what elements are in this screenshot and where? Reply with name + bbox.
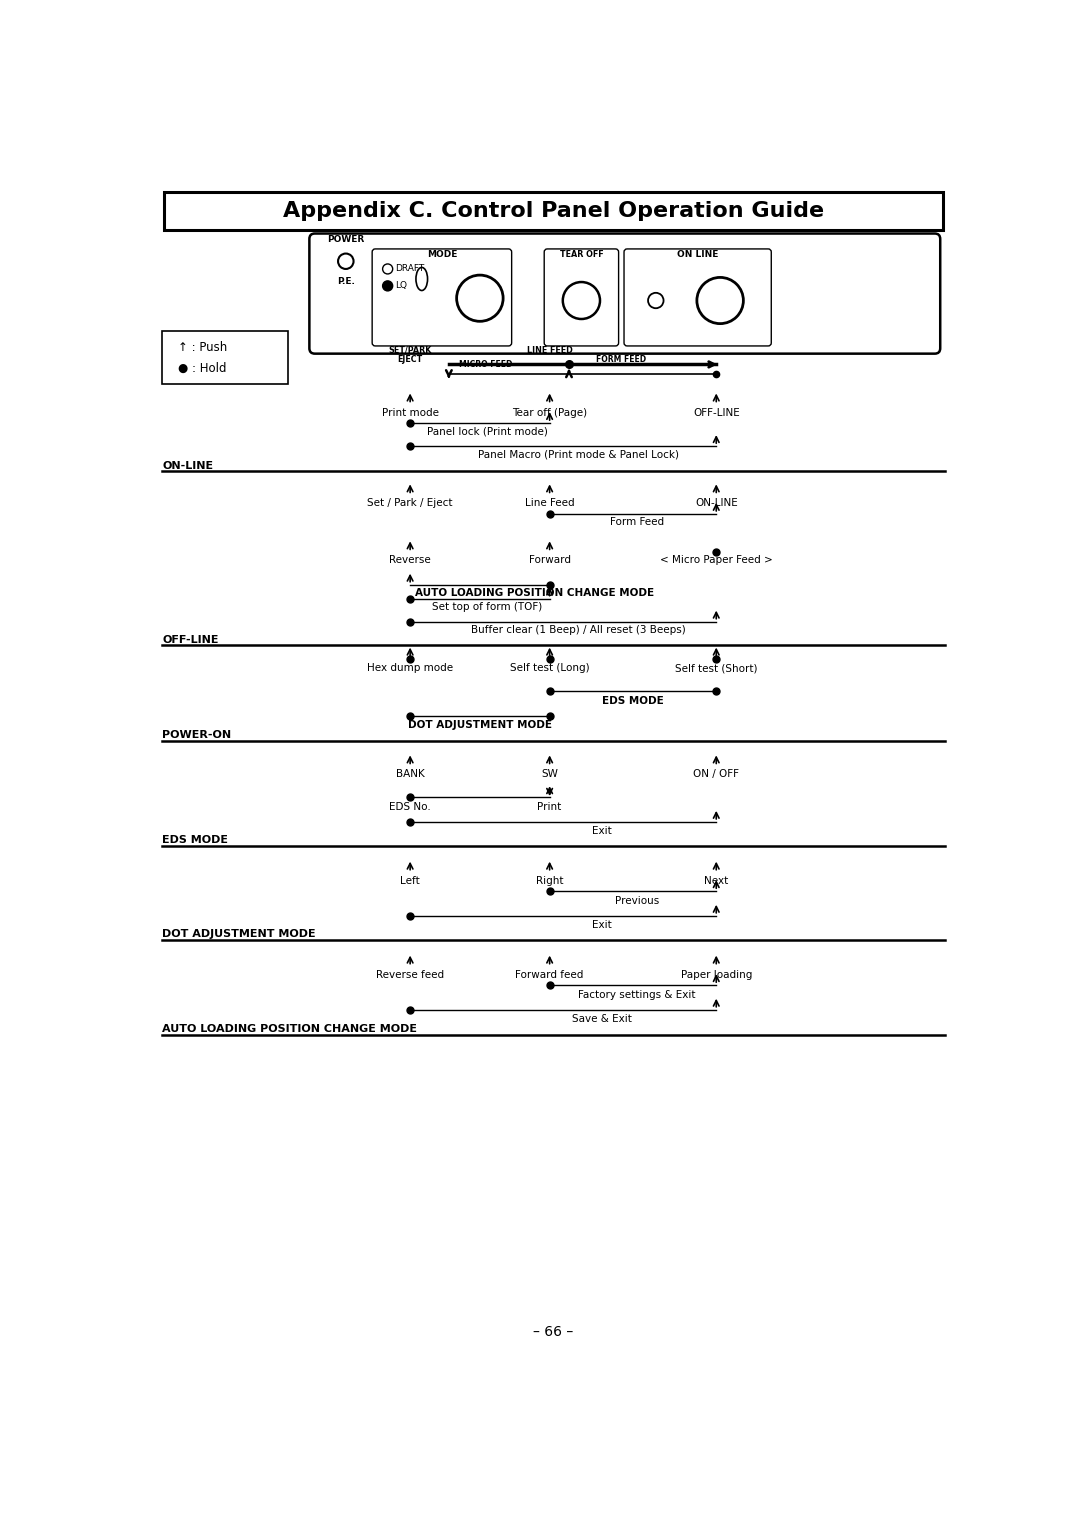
- Text: Factory settings & Exit: Factory settings & Exit: [578, 989, 696, 1000]
- Text: DRAFT: DRAFT: [395, 265, 424, 274]
- Text: TEAR OFF: TEAR OFF: [559, 251, 604, 260]
- Text: < Micro Paper Feed >: < Micro Paper Feed >: [660, 555, 772, 566]
- Text: Print: Print: [538, 801, 562, 812]
- Bar: [162, 330, 287, 384]
- Text: Exit: Exit: [592, 920, 611, 930]
- Text: MICRO FEED: MICRO FEED: [459, 359, 512, 368]
- Text: POWER-ON: POWER-ON: [162, 731, 231, 740]
- Text: Set / Park / Eject: Set / Park / Eject: [367, 498, 453, 509]
- Text: Previous: Previous: [615, 896, 659, 905]
- Text: Reverse: Reverse: [389, 555, 431, 566]
- Text: DOT ADJUSTMENT MODE: DOT ADJUSTMENT MODE: [408, 720, 552, 731]
- Text: ON LINE: ON LINE: [677, 251, 718, 260]
- Text: OFF-LINE: OFF-LINE: [693, 408, 740, 417]
- Text: Line Feed: Line Feed: [525, 498, 575, 509]
- Text: POWER: POWER: [327, 235, 364, 245]
- Text: Tear off (Page): Tear off (Page): [512, 408, 588, 417]
- Text: Forward feed: Forward feed: [515, 969, 584, 980]
- Text: MODE: MODE: [427, 251, 457, 260]
- Text: Self test (Long): Self test (Long): [510, 664, 590, 673]
- Text: EDS No.: EDS No.: [389, 801, 431, 812]
- Text: Panel Macro (Print mode & Panel Lock): Panel Macro (Print mode & Panel Lock): [478, 450, 679, 459]
- Text: LQ: LQ: [395, 281, 407, 291]
- Text: ON-LINE: ON-LINE: [162, 460, 213, 471]
- Text: Exit: Exit: [592, 827, 611, 836]
- Text: EDS MODE: EDS MODE: [602, 696, 664, 705]
- Text: Right: Right: [536, 876, 564, 885]
- Text: EDS MODE: EDS MODE: [162, 835, 228, 846]
- Text: FORM FEED: FORM FEED: [596, 355, 646, 364]
- Text: DOT ADJUSTMENT MODE: DOT ADJUSTMENT MODE: [162, 928, 315, 939]
- Text: Reverse feed: Reverse feed: [376, 969, 444, 980]
- Text: Appendix C. Control Panel Operation Guide: Appendix C. Control Panel Operation Guid…: [283, 202, 824, 222]
- Text: SET/PARK: SET/PARK: [389, 346, 432, 355]
- Text: Self test (Short): Self test (Short): [675, 664, 757, 673]
- Text: Set top of form (TOF): Set top of form (TOF): [432, 601, 543, 612]
- Text: Hex dump mode: Hex dump mode: [367, 664, 454, 673]
- Text: AUTO LOADING POSITION CHANGE MODE: AUTO LOADING POSITION CHANGE MODE: [162, 1024, 417, 1034]
- Text: Buffer clear (1 Beep) / All reset (3 Beeps): Buffer clear (1 Beep) / All reset (3 Bee…: [471, 625, 686, 635]
- Text: Left: Left: [401, 876, 420, 885]
- Text: Next: Next: [704, 876, 728, 885]
- Text: OFF-LINE: OFF-LINE: [162, 635, 218, 645]
- FancyBboxPatch shape: [309, 234, 941, 353]
- Text: Form Feed: Form Feed: [610, 517, 664, 528]
- Text: – 66 –: – 66 –: [534, 1324, 573, 1338]
- Text: SW: SW: [541, 769, 558, 780]
- Text: Panel lock (Print mode): Panel lock (Print mode): [428, 427, 548, 436]
- Text: EJECT: EJECT: [397, 355, 422, 364]
- Circle shape: [382, 281, 393, 291]
- Text: ON-LINE: ON-LINE: [694, 498, 738, 509]
- FancyBboxPatch shape: [624, 249, 771, 346]
- FancyBboxPatch shape: [544, 249, 619, 346]
- Text: ● : Hold: ● : Hold: [177, 361, 226, 375]
- Text: Print mode: Print mode: [381, 408, 438, 417]
- FancyBboxPatch shape: [373, 249, 512, 346]
- Text: BANK: BANK: [395, 769, 424, 780]
- Text: Forward: Forward: [528, 555, 570, 566]
- Text: P.E.: P.E.: [337, 277, 354, 286]
- Bar: [164, 193, 943, 231]
- Text: Paper loading: Paper loading: [680, 969, 752, 980]
- Text: LINE FEED: LINE FEED: [527, 346, 572, 355]
- Text: ↑ : Push: ↑ : Push: [177, 341, 227, 353]
- Text: ON / OFF: ON / OFF: [693, 769, 739, 780]
- Text: AUTO LOADING POSITION CHANGE MODE: AUTO LOADING POSITION CHANGE MODE: [415, 587, 653, 598]
- Text: Save & Exit: Save & Exit: [572, 1014, 632, 1024]
